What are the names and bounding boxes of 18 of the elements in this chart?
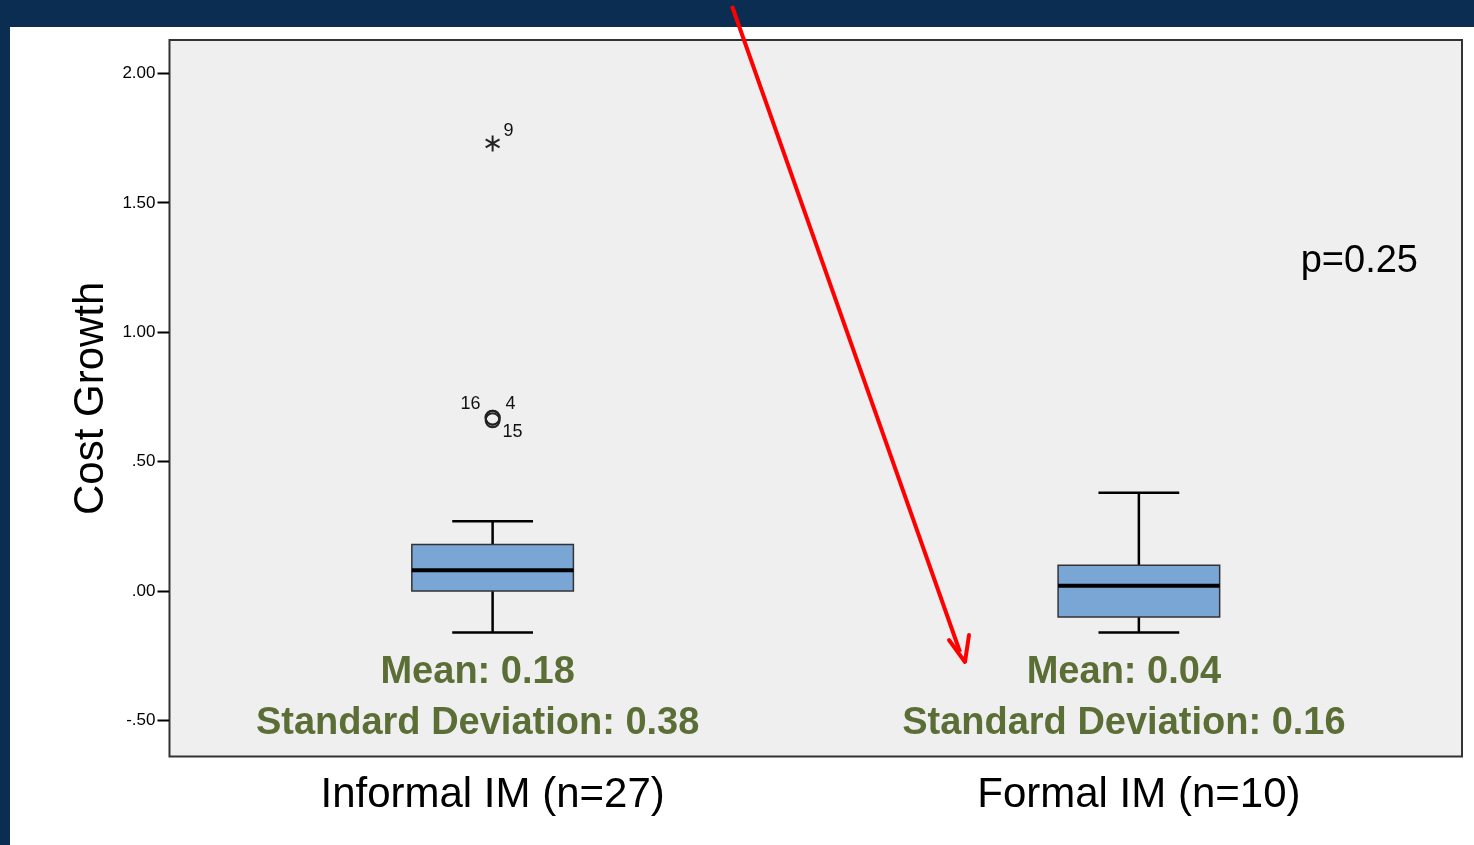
y-axis-title: Cost Growth [64, 281, 112, 515]
y-tick-label: .50 [131, 451, 156, 471]
annotation: Mean: 0.18 [380, 649, 575, 692]
x-tick-label: Informal IM (n=27) [320, 769, 665, 817]
annotation: 15 [502, 421, 523, 442]
annotation: 9 [503, 120, 514, 141]
x-tick-label: Formal IM (n=10) [977, 769, 1301, 817]
y-tick-label: 1.50 [122, 192, 156, 212]
annotation: 16 [460, 392, 481, 413]
y-tick-label: -.50 [126, 710, 156, 730]
annotation: Standard Deviation: 0.16 [902, 700, 1346, 743]
annotation: Standard Deviation: 0.38 [255, 700, 700, 743]
annotation: 4 [505, 392, 516, 413]
y-tick-label: 2.00 [122, 63, 156, 83]
y-tick-label: 1.00 [122, 322, 156, 342]
annotation: p=0.25 [1300, 238, 1418, 281]
y-tick-label: .00 [131, 580, 156, 600]
annotation: Mean: 0.04 [1026, 649, 1222, 692]
